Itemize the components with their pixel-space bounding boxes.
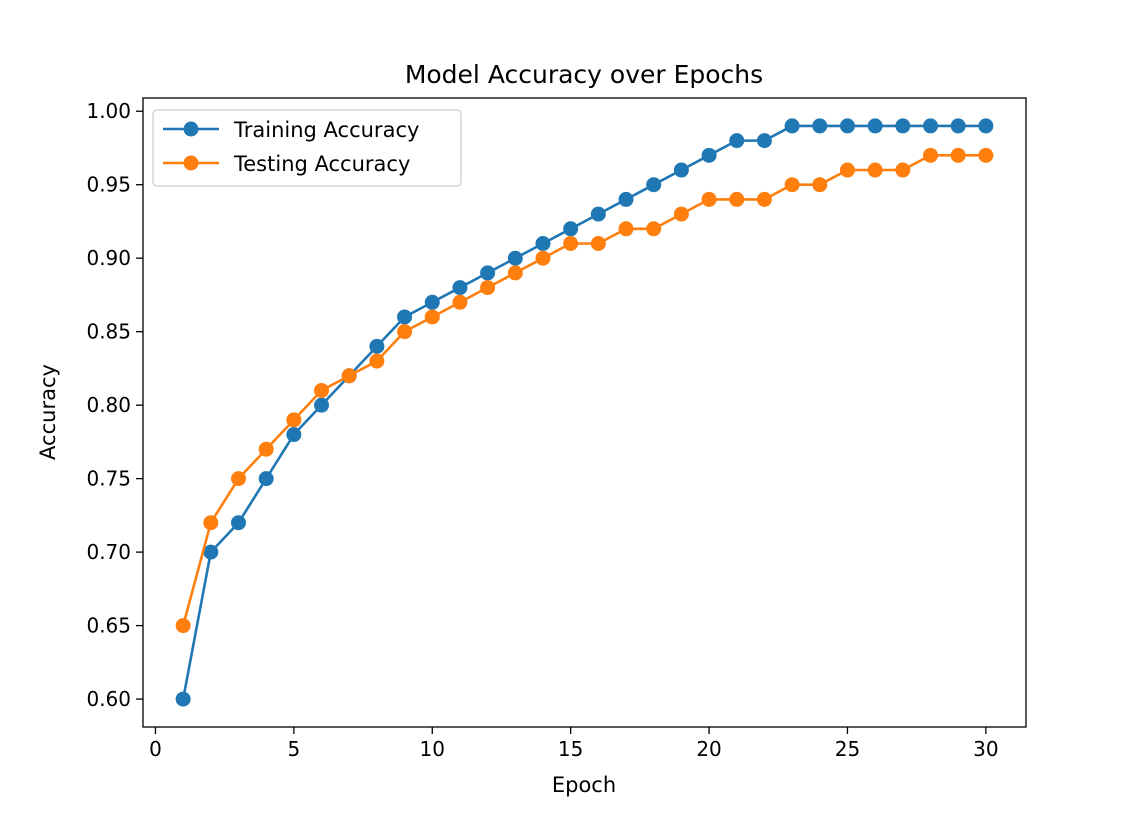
data-point bbox=[175, 618, 191, 634]
data-point bbox=[397, 309, 413, 325]
data-point bbox=[203, 544, 219, 560]
chart-title: Model Accuracy over Epochs bbox=[405, 60, 763, 89]
data-point bbox=[314, 382, 330, 398]
plot-area-frame bbox=[142, 97, 1027, 728]
y-tick-label: 1.00 bbox=[86, 99, 131, 123]
data-point bbox=[812, 118, 828, 134]
data-point bbox=[424, 309, 440, 325]
data-point bbox=[341, 368, 357, 384]
data-point bbox=[590, 235, 606, 251]
y-tick-label: 0.85 bbox=[86, 320, 131, 344]
data-point bbox=[563, 221, 579, 237]
x-tick-label: 10 bbox=[420, 737, 445, 761]
data-point bbox=[839, 162, 855, 178]
legend-marker bbox=[183, 121, 199, 137]
y-tick-label: 0.60 bbox=[86, 687, 131, 711]
data-point bbox=[397, 324, 413, 340]
y-tick-label: 0.80 bbox=[86, 393, 131, 417]
x-axis: 0 5 10 15 20 25 30 bbox=[149, 727, 999, 761]
data-point bbox=[563, 235, 579, 251]
legend-label: Training Accuracy bbox=[233, 118, 419, 142]
data-point bbox=[230, 515, 246, 531]
data-point bbox=[230, 471, 246, 487]
series-2 bbox=[175, 147, 994, 634]
data-point bbox=[424, 294, 440, 310]
data-point bbox=[369, 353, 385, 369]
y-tick-label: 0.70 bbox=[86, 540, 131, 564]
x-tick-label: 30 bbox=[973, 737, 998, 761]
legend-box bbox=[152, 109, 462, 187]
y-tick-label: 0.65 bbox=[86, 614, 131, 638]
data-point bbox=[618, 221, 634, 237]
y-axis: 0.60 0.65 0.70 0.75 0.80 0.85 0.90 0.95 1.00 bbox=[86, 99, 143, 711]
series-line bbox=[181, 124, 986, 700]
data-point bbox=[535, 250, 551, 266]
data-point bbox=[369, 338, 385, 354]
data-point bbox=[784, 118, 800, 134]
data-point bbox=[701, 191, 717, 207]
data-point bbox=[618, 191, 634, 207]
y-axis-label: Accuracy bbox=[36, 364, 60, 460]
data-point bbox=[452, 294, 468, 310]
data-point bbox=[590, 206, 606, 222]
data-point bbox=[812, 177, 828, 193]
data-point bbox=[673, 206, 689, 222]
x-axis-label: Epoch bbox=[552, 773, 616, 797]
data-point bbox=[258, 471, 274, 487]
legend: Training Accuracy Testing Accuracy bbox=[152, 109, 462, 187]
legend-label: Testing Accuracy bbox=[233, 152, 410, 176]
data-point bbox=[978, 118, 994, 134]
series-line bbox=[181, 154, 986, 626]
data-point bbox=[203, 515, 219, 531]
data-point bbox=[923, 147, 939, 163]
data-point bbox=[895, 118, 911, 134]
data-point bbox=[867, 162, 883, 178]
data-point bbox=[729, 191, 745, 207]
data-point bbox=[895, 162, 911, 178]
data-point bbox=[480, 280, 496, 296]
series-1 bbox=[175, 118, 994, 707]
data-point bbox=[507, 250, 523, 266]
data-point bbox=[784, 177, 800, 193]
data-point bbox=[175, 691, 191, 707]
data-point bbox=[923, 118, 939, 134]
plot-series bbox=[175, 118, 994, 707]
data-point bbox=[673, 162, 689, 178]
x-tick-label: 20 bbox=[696, 737, 721, 761]
data-point bbox=[646, 177, 662, 193]
data-point bbox=[535, 235, 551, 251]
data-point bbox=[867, 118, 883, 134]
data-point bbox=[286, 427, 302, 443]
data-point bbox=[452, 280, 468, 296]
data-point bbox=[729, 133, 745, 149]
y-tick-label: 0.75 bbox=[86, 467, 131, 491]
data-point bbox=[756, 133, 772, 149]
data-point bbox=[286, 412, 302, 428]
x-tick-label: 15 bbox=[558, 737, 583, 761]
data-point bbox=[950, 118, 966, 134]
legend-marker bbox=[183, 155, 199, 171]
x-tick-label: 5 bbox=[287, 737, 300, 761]
x-tick-label: 25 bbox=[835, 737, 860, 761]
x-tick-label: 0 bbox=[149, 737, 162, 761]
data-point bbox=[507, 265, 523, 281]
data-point bbox=[314, 397, 330, 413]
data-point bbox=[701, 147, 717, 163]
data-point bbox=[258, 441, 274, 457]
data-point bbox=[839, 118, 855, 134]
data-point bbox=[480, 265, 496, 281]
y-tick-label: 0.90 bbox=[86, 246, 131, 270]
data-point bbox=[950, 147, 966, 163]
data-point bbox=[646, 221, 662, 237]
data-point bbox=[978, 147, 994, 163]
y-tick-label: 0.95 bbox=[86, 173, 131, 197]
data-point bbox=[756, 191, 772, 207]
